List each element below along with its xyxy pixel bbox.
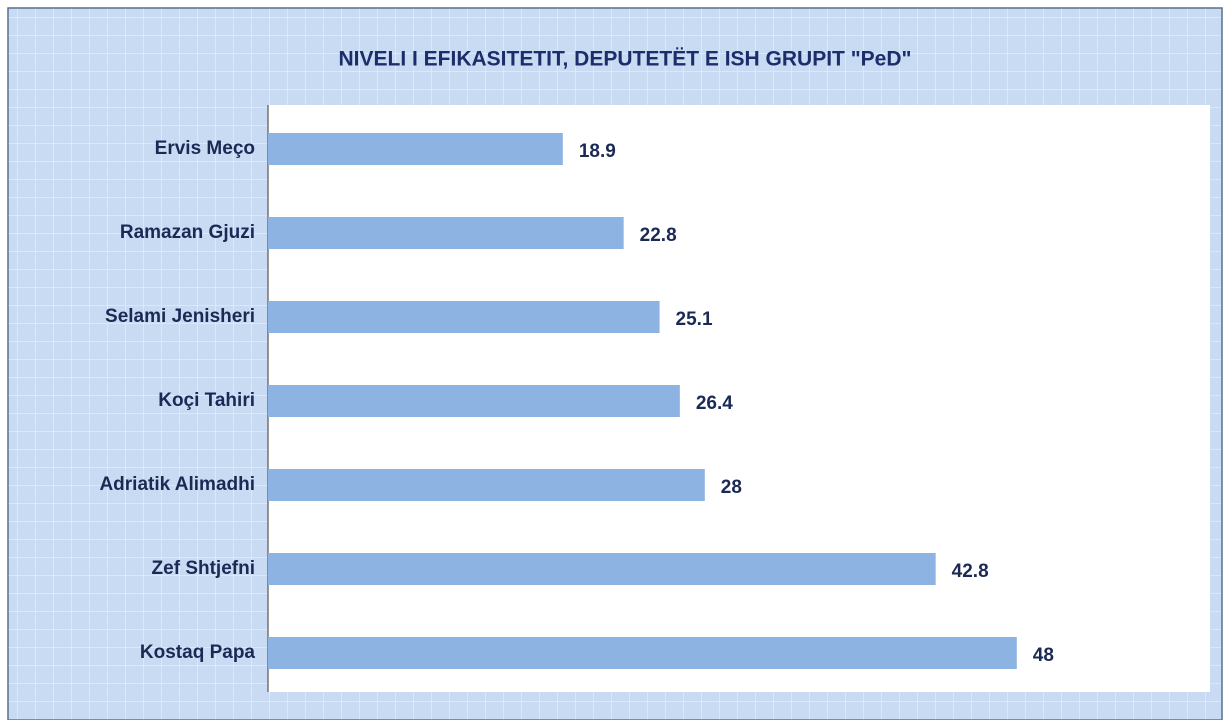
y-tick-label: Koçi Tahiri [158, 390, 255, 411]
bar [268, 301, 660, 333]
bar [268, 217, 624, 249]
y-tick-label: Kostaq Papa [140, 642, 256, 663]
y-tick-label: Adriatik Alimadhi [99, 474, 255, 495]
chart-title: NIVELI I EFIKASITETIT, DEPUTETËT E ISH G… [339, 48, 912, 71]
data-label: 48 [1033, 645, 1054, 666]
data-label: 26.4 [696, 393, 733, 414]
bar [268, 133, 563, 165]
data-label: 18.9 [579, 141, 616, 162]
data-label: 42.8 [952, 561, 989, 582]
data-label: 22.8 [640, 225, 677, 246]
bar [268, 385, 680, 417]
y-tick-label: Ervis Meço [155, 138, 255, 159]
y-tick-label: Selami Jenisheri [105, 306, 255, 327]
bar [268, 469, 705, 501]
data-label: 28 [721, 477, 742, 498]
y-tick-label: Zef Shtjefni [152, 558, 255, 579]
bar [268, 637, 1017, 669]
bar [268, 553, 936, 585]
data-label: 25.1 [676, 309, 713, 330]
y-tick-label: Ramazan Gjuzi [120, 222, 255, 243]
